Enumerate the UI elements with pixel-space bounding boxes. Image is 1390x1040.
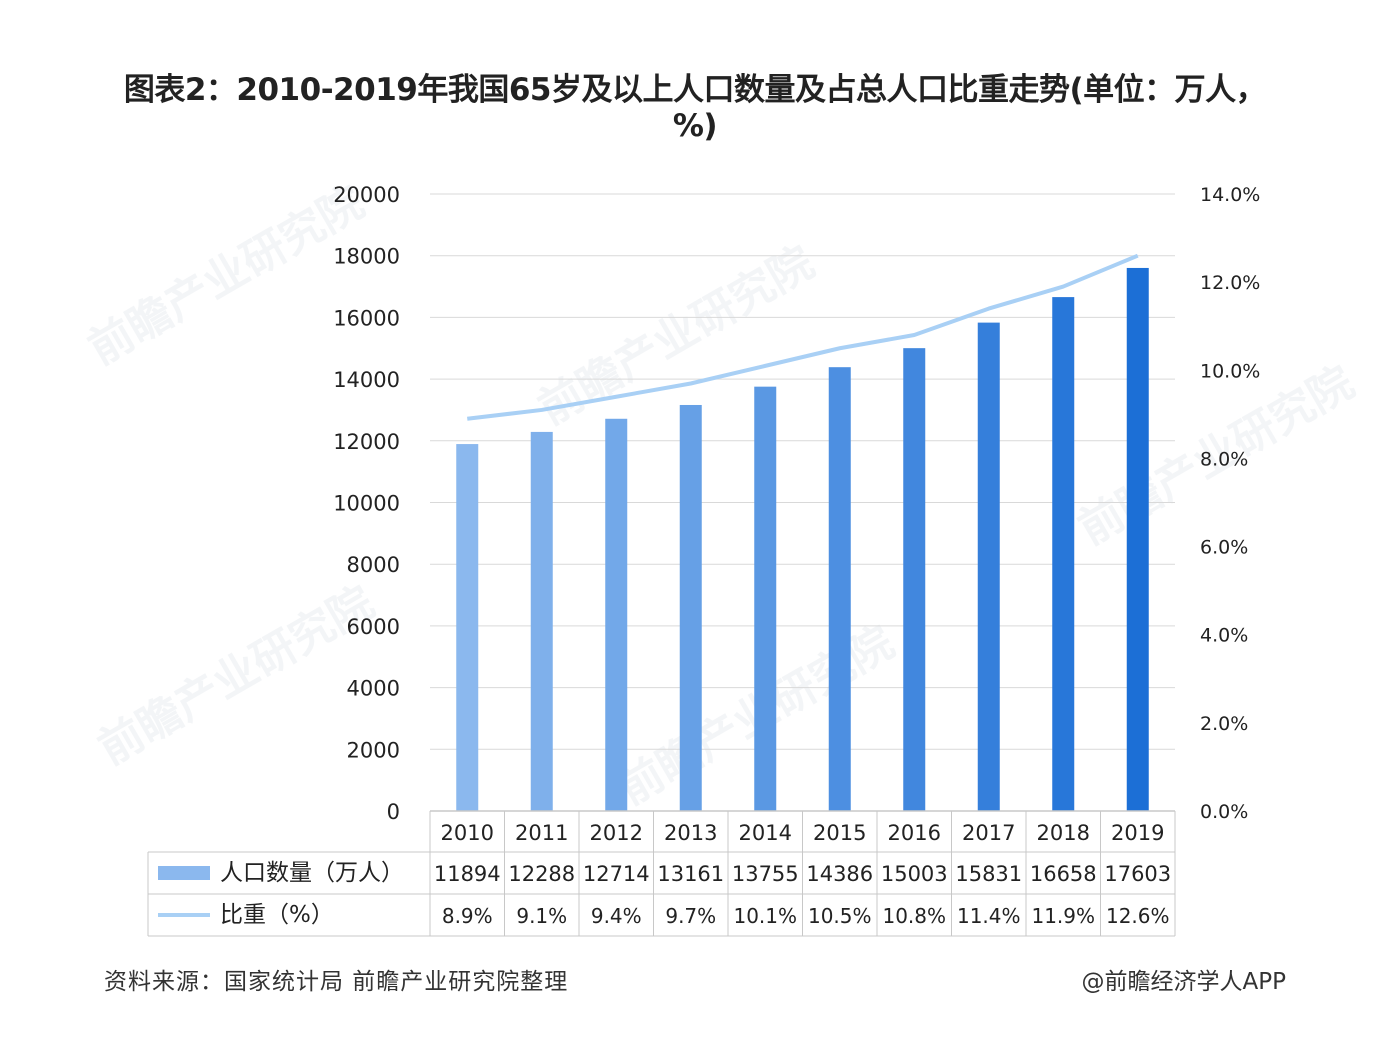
chart-title: 图表2：2010-2019年我国65岁及以上人口数量及占总人口比重走势(单位：万… [123,72,1267,144]
data-label: 15003 [881,862,948,886]
data-label: 9.4% [591,904,642,928]
y-left-tick-label: 18000 [333,245,400,269]
x-tick-label: 2013 [664,821,717,845]
data-label: 15831 [955,862,1022,886]
x-tick-label: 2015 [813,821,866,845]
data-label: 16658 [1030,862,1097,886]
data-label: 9.7% [665,904,716,928]
legend-swatch-bar [158,866,210,880]
bar [754,386,777,811]
y-right-tick-label: 6.0% [1200,537,1248,559]
bar [605,418,628,811]
x-tick-label: 2010 [441,821,494,845]
y-left-tick-label: 20000 [333,183,400,207]
y-left-tick-label: 4000 [347,677,400,701]
line-series [467,253,1139,421]
data-label: 13755 [732,862,799,886]
data-label: 13161 [657,862,724,886]
legend-label: 比重（%） [220,902,334,928]
x-tick-label: 2017 [962,821,1015,845]
data-label: 17603 [1104,862,1171,886]
data-label: 10.1% [733,904,797,928]
y-right-tick-label: 2.0% [1200,713,1248,735]
y-left-tick-label: 10000 [333,492,400,516]
data-label: 14386 [806,862,873,886]
bar [903,348,926,811]
data-label: 11894 [434,862,501,886]
y-left-tick-label: 12000 [333,430,400,454]
y-right-tick-label: 0.0% [1200,801,1248,823]
data-label: 12288 [508,862,575,886]
bar [530,431,553,811]
data-label: 8.9% [442,904,493,928]
data-label: 12.6% [1106,904,1170,928]
data-label: 11.9% [1031,904,1095,928]
y-right-tick-label: 10.0% [1200,360,1260,382]
y-left-tick-label: 0 [387,800,400,824]
bar [456,444,479,811]
x-tick-label: 2019 [1111,821,1164,845]
data-label: 12714 [583,862,650,886]
y-left-tick-label: 16000 [333,306,400,330]
y-left-tick-label: 2000 [347,738,400,762]
legend-label: 人口数量（万人） [220,860,404,886]
x-tick-label: 2014 [739,821,792,845]
x-tick-label: 2012 [590,821,643,845]
data-label: 10.5% [808,904,872,928]
bar [1052,297,1075,811]
y-right-tick-label: 14.0% [1200,184,1260,206]
y-left-tick-label: 14000 [333,368,400,392]
x-tick-label: 2018 [1037,821,1090,845]
y-left-tick-label: 6000 [347,615,400,639]
y-right-tick-label: 4.0% [1200,625,1248,647]
bar [977,322,1000,811]
x-tick-label: 2016 [888,821,941,845]
y-right-tick-label: 12.0% [1200,272,1260,294]
credit-note: @前瞻经济学人APP [1081,969,1286,995]
data-label: 9.1% [516,904,567,928]
y-right-tick-label: 8.0% [1200,448,1248,470]
source-note: 资料来源：国家统计局 前瞻产业研究院整理 [104,969,569,995]
bar [828,367,851,811]
y-left-tick-label: 8000 [347,553,400,577]
bar [679,404,702,811]
bar [1126,267,1149,811]
data-label: 11.4% [957,904,1021,928]
x-tick-label: 2011 [515,821,568,845]
data-label: 10.8% [882,904,946,928]
